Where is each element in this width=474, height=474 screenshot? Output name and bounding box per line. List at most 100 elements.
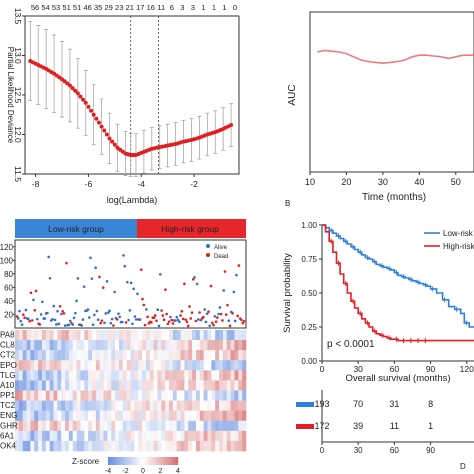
heat-cell: [219, 390, 224, 401]
deviance-point: [91, 112, 96, 117]
heat-cell: [61, 440, 66, 452]
heat-cell: [238, 330, 243, 341]
y-tick-label: 11.5: [13, 166, 23, 182]
heat-cell: [234, 410, 239, 422]
heat-cell: [65, 420, 70, 432]
heat-cell: [22, 410, 27, 422]
heat-cell: [99, 430, 104, 442]
zscore-swatch: [143, 457, 146, 465]
heat-cell: [22, 440, 27, 452]
sample-point: [131, 322, 134, 326]
heat-cell: [45, 370, 50, 381]
sample-point: [169, 315, 172, 319]
gene-label: PP1: [0, 391, 16, 400]
heat-cell: [180, 430, 185, 442]
heat-cell: [41, 350, 47, 361]
heat-cell: [222, 430, 228, 442]
heat-cell: [149, 350, 154, 361]
deviance-point: [229, 123, 234, 128]
legend-dead-dot: [206, 253, 210, 257]
heat-cell: [142, 430, 147, 442]
sample-point: [145, 308, 148, 311]
heat-cell: [53, 350, 58, 361]
heat-cell: [199, 440, 204, 452]
sample-point: [47, 255, 51, 259]
heat-cell: [68, 330, 74, 341]
sample-point: [89, 256, 92, 260]
heat-cell: [169, 440, 174, 452]
heat-cell: [207, 350, 212, 361]
heat-cell: [222, 330, 228, 341]
heat-cell: [22, 400, 27, 411]
zscore-swatch: [157, 457, 160, 465]
heat-cell: [76, 410, 81, 422]
heat-cell: [92, 410, 97, 422]
sample-point: [194, 319, 198, 323]
heat-cell: [15, 430, 20, 442]
heat-cell: [107, 380, 112, 391]
heat-cell: [211, 340, 216, 351]
gene-label: CL8: [0, 341, 15, 350]
risk-table-cell: 39: [353, 421, 363, 431]
heat-cell: [234, 420, 239, 432]
heat-cell: [84, 380, 89, 391]
heat-cell: [134, 420, 139, 432]
sample-point: [109, 321, 113, 325]
y-tick-label: 0.50: [301, 289, 317, 298]
heat-cell: [222, 380, 228, 391]
heat-cell: [76, 440, 81, 452]
sample-point: [52, 304, 56, 308]
heat-cell: [238, 360, 243, 371]
sample-point: [161, 314, 165, 317]
heat-cell: [107, 360, 112, 371]
sample-point: [22, 313, 25, 316]
heat-cell: [45, 430, 50, 442]
heat-cell: [72, 370, 77, 381]
sample-point: [57, 322, 61, 326]
sample-point: [193, 276, 196, 279]
top-count-label: 56: [31, 3, 39, 12]
heat-cell: [211, 400, 216, 411]
heat-cell: [80, 390, 85, 401]
sample-point: [134, 318, 138, 321]
heat-cell: [226, 340, 231, 351]
sample-point: [136, 292, 139, 296]
heat-cell: [118, 410, 124, 422]
heat-cell: [126, 390, 131, 401]
sample-point: [129, 281, 133, 285]
sample-point: [123, 264, 127, 268]
heat-cell: [176, 370, 181, 381]
panel-d-xlabel: Overall survival (months): [345, 373, 450, 384]
heat-cell: [184, 370, 189, 381]
heat-cell: [84, 400, 89, 411]
sample-point: [33, 308, 37, 312]
heat-cell: [192, 340, 197, 351]
heat-cell: [53, 370, 58, 381]
heat-cell: [80, 400, 85, 411]
heat-cell: [92, 350, 97, 361]
heat-cell: [157, 410, 162, 422]
sample-point: [93, 313, 96, 317]
heat-cell: [84, 440, 89, 452]
heat-cell: [38, 330, 43, 341]
heat-cell: [34, 360, 39, 371]
heat-cell: [88, 350, 93, 361]
sample-point: [219, 312, 223, 316]
heat-cell: [88, 360, 93, 371]
zscore-swatch: [132, 457, 135, 465]
deviance-point: [70, 86, 75, 91]
heat-cell: [195, 380, 201, 391]
heat-cell: [192, 330, 197, 341]
sample-point: [16, 317, 20, 320]
heat-cell: [103, 330, 108, 341]
heat-cell: [41, 430, 47, 442]
heat-cell: [195, 370, 201, 381]
heat-cell: [192, 430, 197, 442]
heat-cell: [188, 410, 193, 422]
zscore-swatch: [137, 457, 140, 465]
heat-cell: [49, 430, 54, 442]
zscore-swatch: [125, 457, 128, 465]
heat-cell: [53, 360, 58, 371]
heat-cell: [195, 390, 201, 401]
heat-cell: [238, 440, 243, 452]
